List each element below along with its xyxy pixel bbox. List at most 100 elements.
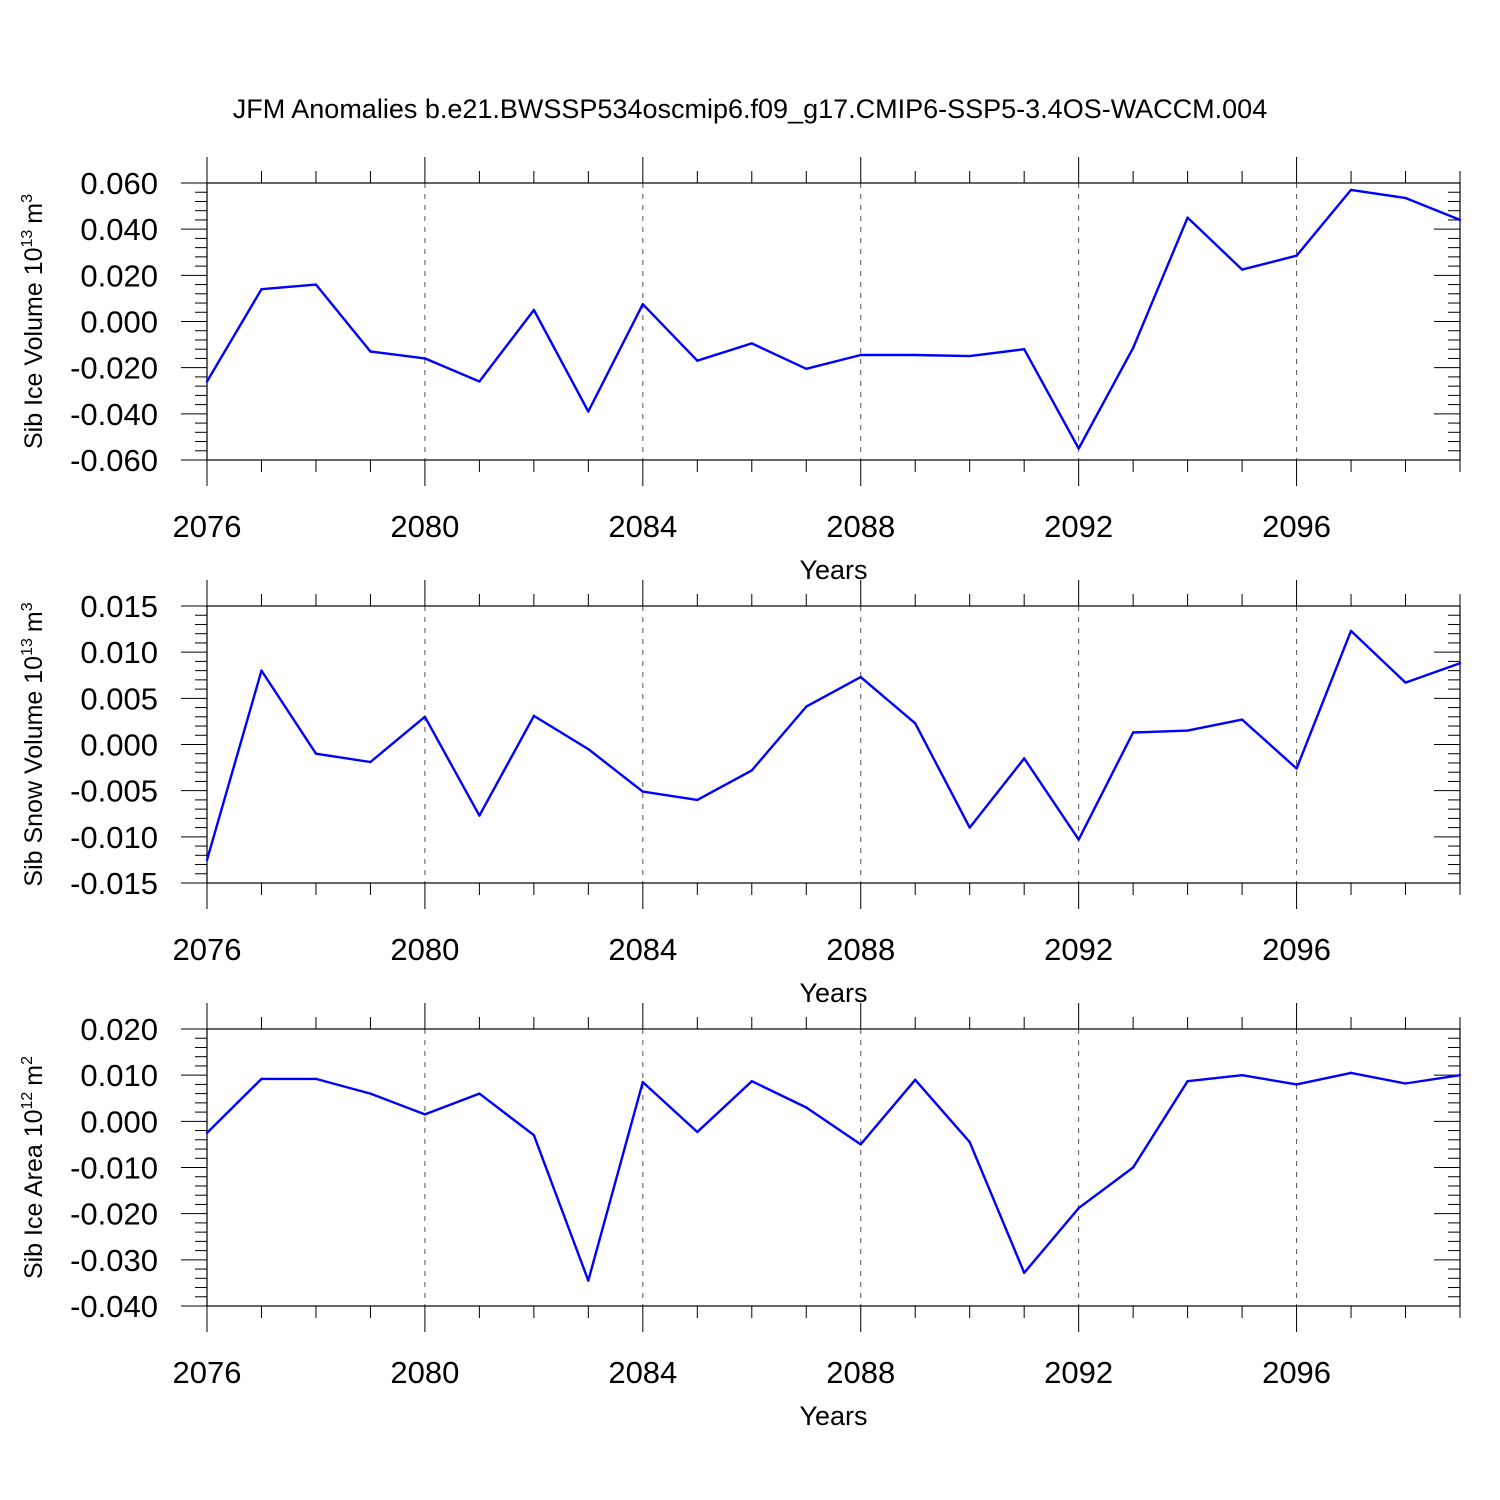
data-point bbox=[1349, 188, 1353, 192]
series-line bbox=[205, 188, 1461, 450]
x-tick-label: 2088 bbox=[826, 932, 895, 967]
data-point bbox=[369, 760, 372, 764]
plot-frame bbox=[206, 1028, 1461, 1307]
y-tick-label: 0.010 bbox=[80, 1058, 158, 1093]
y-axis-label: Sib Ice Area 1012 m2 bbox=[19, 1056, 48, 1279]
y-axis-label-exponent: 13 bbox=[19, 638, 36, 656]
y-tick-label: 0.040 bbox=[80, 212, 158, 247]
x-tick-label: 2088 bbox=[826, 509, 895, 544]
data-point bbox=[1240, 718, 1244, 721]
data-point bbox=[859, 353, 862, 357]
x-tick-label: 2084 bbox=[608, 509, 677, 544]
data-point bbox=[1077, 447, 1080, 450]
chart-title: JFM Anomalies b.e21.BWSSP534oscmip6.f09_… bbox=[233, 94, 1267, 124]
x-tick-label: 2076 bbox=[173, 932, 242, 967]
x-tick-label: 2096 bbox=[1262, 932, 1331, 967]
y-tick-label: 0.020 bbox=[80, 1012, 158, 1047]
y-axis-label-unit-exponent: 3 bbox=[19, 602, 36, 611]
y-tick-label: 0.010 bbox=[80, 635, 158, 670]
x-tick-label: 2096 bbox=[1262, 509, 1331, 544]
data-point bbox=[1131, 1166, 1135, 1169]
data-point bbox=[205, 858, 209, 862]
y-tick-label: -0.030 bbox=[70, 1243, 158, 1278]
data-point bbox=[1022, 348, 1026, 351]
y-tick-label: -0.010 bbox=[70, 820, 158, 855]
data-point bbox=[1131, 731, 1135, 734]
y-axis-label-exponent: 13 bbox=[19, 230, 36, 248]
x-tick-label: 2080 bbox=[390, 932, 459, 967]
data-point bbox=[750, 342, 753, 345]
y-axis-label-unit: m bbox=[20, 203, 48, 224]
y-axis-label-unit: m bbox=[20, 1065, 48, 1086]
data-point bbox=[532, 308, 536, 312]
y-axis-label-unit: m bbox=[20, 611, 48, 632]
data-point bbox=[859, 675, 862, 679]
data-point bbox=[314, 1077, 318, 1081]
y-tick-label: -0.020 bbox=[70, 351, 158, 386]
data-point bbox=[1131, 346, 1135, 350]
y-axis-label-exponent: 12 bbox=[19, 1092, 36, 1110]
data-point bbox=[587, 747, 590, 751]
data-point bbox=[1349, 1071, 1353, 1075]
x-tick-label: 2080 bbox=[390, 509, 459, 544]
y-tick-label: 0.060 bbox=[80, 166, 158, 201]
y-axis-label-unit-exponent: 2 bbox=[19, 1056, 36, 1065]
data-point bbox=[1404, 681, 1407, 684]
data-point bbox=[1295, 254, 1298, 257]
x-tick-label: 2084 bbox=[608, 932, 677, 967]
data-point bbox=[314, 752, 318, 755]
data-point bbox=[260, 669, 263, 672]
x-tick-label: 2092 bbox=[1044, 509, 1113, 544]
chart-panel-3: -0.040 -0.030 -0.020 -0.010 0.000 0.010 0.020 2… bbox=[19, 1003, 1462, 1431]
data-point bbox=[914, 1078, 917, 1081]
data-point bbox=[587, 410, 590, 413]
data-point bbox=[369, 350, 372, 353]
x-tick-label: 2092 bbox=[1044, 1355, 1113, 1390]
y-tick-label: -0.005 bbox=[70, 774, 158, 809]
x-tick-label: 2092 bbox=[1044, 932, 1113, 967]
data-point bbox=[1240, 1073, 1244, 1077]
data-point bbox=[205, 380, 209, 383]
data-point bbox=[1458, 218, 1462, 222]
data-point bbox=[1295, 1083, 1298, 1086]
data-point bbox=[314, 283, 318, 286]
y-tick-label: -0.060 bbox=[70, 443, 158, 478]
y-axis-label-main: Sib Ice Area 10 bbox=[20, 1109, 48, 1279]
data-point bbox=[478, 814, 481, 817]
data-point bbox=[1077, 1206, 1080, 1210]
series-line bbox=[205, 629, 1461, 861]
data-point bbox=[805, 367, 808, 371]
data-point bbox=[532, 714, 536, 718]
y-tick-label: 0.005 bbox=[80, 681, 158, 716]
data-point bbox=[750, 769, 753, 772]
data-point bbox=[805, 1106, 808, 1109]
data-point bbox=[1022, 757, 1026, 760]
data-point bbox=[1022, 1271, 1026, 1274]
data-point bbox=[859, 1143, 862, 1146]
data-point bbox=[1240, 268, 1244, 271]
data-point bbox=[1077, 838, 1080, 841]
data-point bbox=[1295, 767, 1298, 770]
data-point bbox=[260, 1077, 263, 1081]
x-tick-label: 2080 bbox=[390, 1355, 459, 1390]
data-point bbox=[478, 1092, 481, 1095]
x-axis-label: Years bbox=[799, 555, 867, 585]
series-line bbox=[206, 1071, 1461, 1282]
data-point bbox=[968, 826, 971, 829]
data-point bbox=[968, 1140, 971, 1144]
plot-frame bbox=[206, 182, 1461, 461]
data-point bbox=[1186, 216, 1189, 219]
data-point bbox=[423, 1113, 427, 1116]
y-tick-label: 0.015 bbox=[80, 589, 158, 624]
y-tick-label: 0.000 bbox=[80, 728, 158, 763]
x-axis-label: Years bbox=[799, 1401, 867, 1431]
x-tick-label: 2076 bbox=[173, 509, 242, 544]
data-point bbox=[260, 287, 263, 291]
data-point bbox=[641, 302, 645, 306]
chart-panel-1: -0.060 -0.040 -0.020 0.000 0.020 0.040 0.060 20… bbox=[19, 157, 1462, 585]
x-tick-label: 2088 bbox=[826, 1355, 895, 1390]
x-tick-label: 2096 bbox=[1262, 1355, 1331, 1390]
y-tick-label: -0.015 bbox=[70, 866, 158, 901]
x-axis-label: Years bbox=[799, 978, 867, 1008]
